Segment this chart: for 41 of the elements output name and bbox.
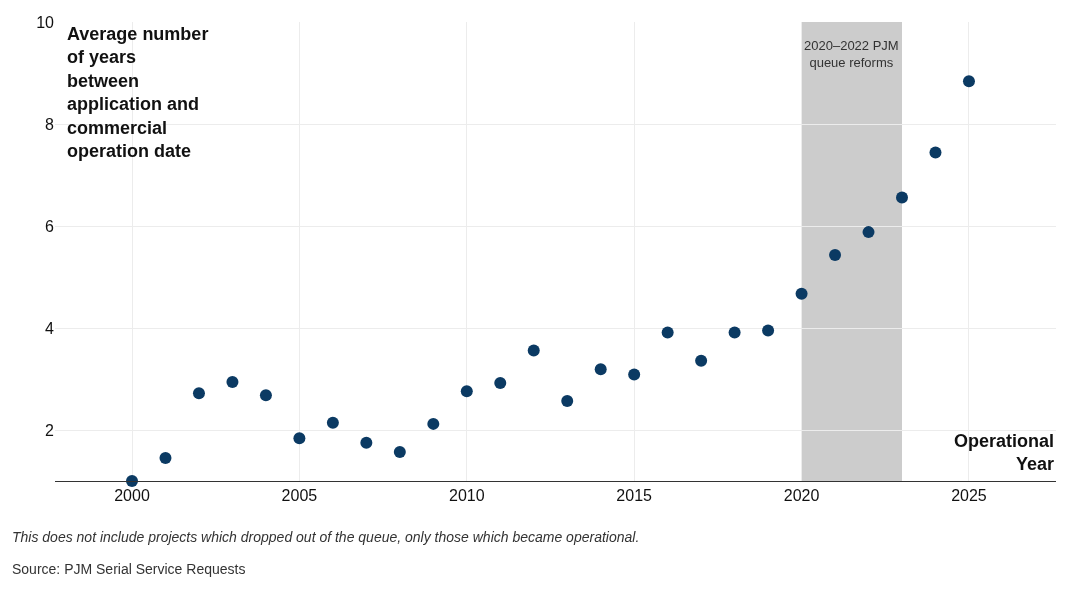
point — [862, 226, 875, 239]
x-tick-label: 2015 — [616, 487, 653, 505]
point — [594, 363, 607, 376]
point — [628, 368, 641, 381]
point — [226, 376, 239, 389]
x-tick-label: 2025 — [951, 487, 987, 505]
point — [929, 146, 942, 159]
x-tick-label: 2005 — [281, 487, 318, 505]
point — [795, 287, 808, 300]
x-axis-title: Operational Year — [954, 431, 1055, 475]
point — [661, 326, 674, 339]
point — [360, 436, 373, 449]
point — [259, 389, 272, 402]
x-tick-label: 2000 — [114, 487, 150, 505]
point — [728, 326, 741, 339]
x-tick-label: 2010 — [448, 487, 485, 505]
point — [527, 344, 540, 357]
point — [494, 377, 507, 390]
y-tick-label: 8 — [45, 115, 55, 133]
point — [561, 394, 574, 407]
y-axis-title: Average number of years between application and commercial operation date — [67, 24, 209, 161]
point — [326, 416, 339, 429]
point — [896, 191, 908, 204]
point — [829, 249, 842, 262]
text: This does not include projects which dropped out of the queue, only those which became operational. — [12, 529, 640, 545]
source-note: Source: PJM Serial Service Requests — [12, 561, 246, 577]
point — [192, 387, 205, 400]
y-tick-label: 4 — [45, 319, 55, 337]
point — [695, 354, 708, 367]
point — [762, 324, 775, 337]
point — [460, 385, 473, 398]
point — [427, 417, 440, 430]
point — [393, 445, 406, 458]
y-tick-label: 2 — [45, 421, 55, 439]
point — [159, 452, 172, 465]
y-tick-label: 6 — [45, 217, 55, 235]
y-tick-label: 10 — [36, 13, 55, 31]
x-tick-label: 2020 — [783, 487, 820, 505]
band-label: 2020–2022 PJM queue reforms — [804, 38, 899, 70]
point — [293, 432, 306, 445]
point — [962, 75, 975, 88]
